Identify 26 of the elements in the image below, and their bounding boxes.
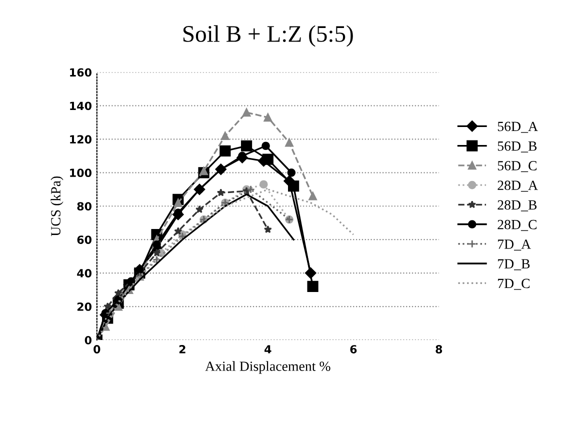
y-tick-label: 140 [70, 102, 92, 110]
legend-label: 28D_C [498, 220, 536, 231]
y-tick-label: 100 [70, 168, 92, 178]
x-tick-label: 6 [350, 345, 357, 354]
x-axis-title: Axial Displacement % [205, 361, 330, 374]
legend-label: 7D_C [498, 278, 530, 290]
legend-label: 56D_A [498, 122, 538, 133]
chart-title: Soil B + L:Z (5:5) [183, 25, 353, 47]
x-tick-label: 4 [264, 345, 272, 354]
legend-label: 28D_A [498, 180, 538, 192]
x-tick-label: 8 [436, 345, 442, 354]
y-tick-label: 80 [77, 202, 92, 211]
y-tick-label: 0 [84, 336, 92, 344]
y-tick-label: 40 [77, 269, 92, 278]
y-axis-title: UCS (kPa) [50, 176, 64, 236]
x-tick-label: 2 [179, 345, 186, 354]
y-tick-label: 160 [70, 68, 92, 77]
legend-label: 7D_A [498, 240, 531, 251]
y-tick-label: 60 [77, 236, 92, 244]
legend-label: 28D_B [498, 200, 537, 212]
legend-label: 56D_B [498, 141, 537, 152]
y-tick-label: 20 [77, 302, 92, 311]
y-tick-label: 120 [70, 135, 92, 144]
legend-label: 7D_B [498, 259, 530, 270]
x-tick-label: 0 [94, 345, 100, 354]
legend-label: 56D_C [498, 161, 536, 172]
